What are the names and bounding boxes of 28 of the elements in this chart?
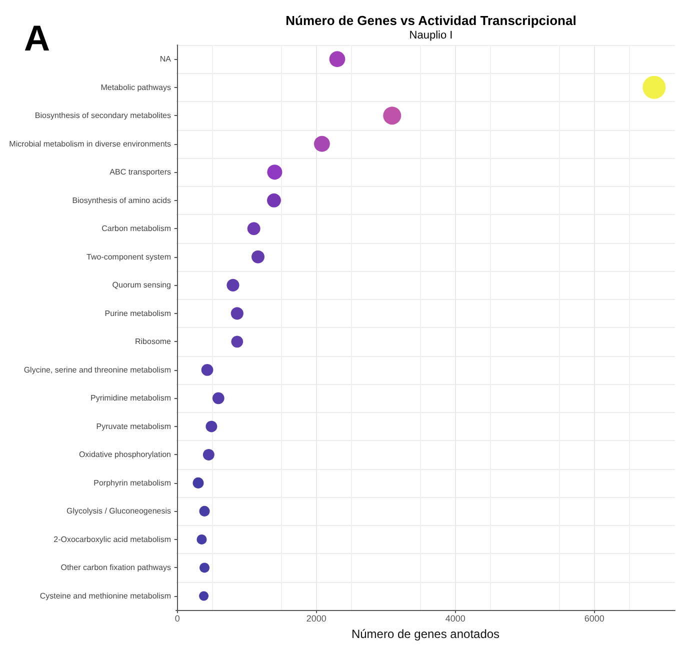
y-tick-label: Microbial metabolism in diverse environments (9, 139, 171, 148)
x-tick-label: 6000 (584, 614, 604, 624)
y-tick-label: Biosynthesis of amino acids (72, 196, 171, 205)
y-tick-label: Other carbon fixation pathways (60, 563, 171, 572)
x-tick-label: 2000 (306, 614, 326, 624)
x-tick-label: 4000 (445, 614, 466, 624)
y-tick-label: Carbon metabolism (102, 224, 172, 234)
y-tick-label: Pyruvate metabolism (96, 422, 172, 431)
y-tick-label: Pyrimidine metabolism (90, 394, 172, 403)
y-tick-label: Quorum sensing (112, 280, 171, 290)
y-tick-label: NA (160, 54, 172, 64)
text: A (24, 18, 50, 58)
y-tick-label: Porphyrin metabolism (94, 478, 172, 488)
chart-subtitle: Nauplio I (409, 30, 453, 42)
y-tick-label: 2-Oxocarboxylic acid metabolism (54, 534, 172, 544)
y-tick-label: Glycolysis / Gluconeogenesis (66, 506, 171, 516)
y-tick-label: Purine metabolism (104, 308, 172, 318)
y-tick-label: Ribosome (134, 337, 172, 346)
y-tick-label: Cysteine and methionine metabolism (40, 591, 172, 600)
x-axis-title: Número de genes anotados (351, 627, 500, 641)
y-tick-label: Oxidative phosphorylation (78, 450, 171, 460)
y-tick-label: Two-component system (86, 252, 172, 262)
y-tick-label: Glycine, serine and threonine metabolism (24, 365, 172, 374)
x-tick-label: 0 (174, 614, 180, 624)
y-tick-label: Biosynthesis of secondary metabolites (34, 111, 171, 120)
y-tick-label: ABC transporters (110, 168, 171, 177)
y-tick-label: Metabolic pathways (100, 82, 171, 92)
chart-title: Número de Genes vs Actividad Transcripcional (286, 13, 576, 28)
